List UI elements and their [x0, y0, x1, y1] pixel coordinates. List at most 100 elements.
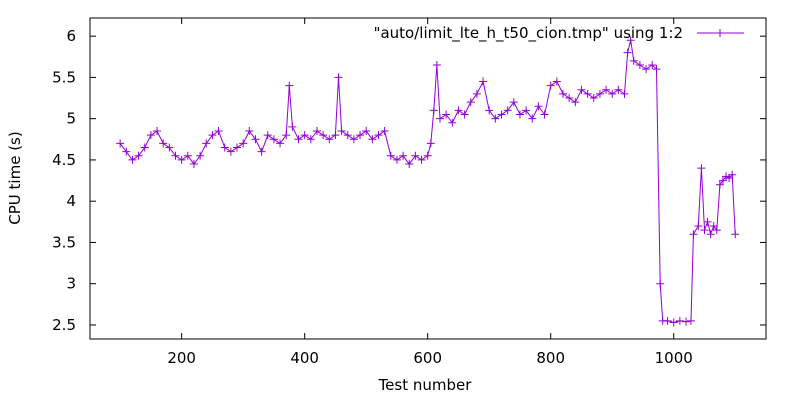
data-point	[466, 98, 475, 107]
data-point	[343, 131, 352, 140]
data-point	[503, 106, 512, 115]
data-point	[700, 226, 709, 235]
data-point	[589, 94, 598, 103]
y-axis: 2.5 3 3.5 4 4.5 5 5.5 6	[52, 27, 766, 334]
data-point	[146, 131, 155, 140]
data-point	[159, 139, 168, 148]
y-tick-label: 6	[66, 27, 76, 45]
data-point	[214, 127, 223, 136]
data-point	[122, 147, 131, 156]
series-line	[119, 40, 736, 324]
data-point	[202, 139, 211, 148]
data-point	[608, 89, 617, 98]
y-tick-label: 2.5	[52, 316, 76, 334]
data-point	[208, 131, 217, 140]
data-point	[472, 89, 481, 98]
data-point	[300, 131, 309, 140]
y-tick-label: 3	[66, 275, 76, 293]
data-point	[294, 135, 303, 144]
data-point	[709, 221, 718, 230]
data-point	[565, 94, 574, 103]
data-point	[435, 114, 444, 123]
x-tick-label: 800	[536, 349, 565, 367]
legend-marker	[716, 29, 724, 37]
data-point	[595, 89, 604, 98]
data-point	[177, 155, 186, 164]
data-point	[577, 85, 586, 94]
data-point	[171, 151, 180, 160]
data-point	[288, 122, 297, 131]
data-point	[334, 73, 343, 82]
data-point	[233, 143, 242, 152]
data-point	[697, 164, 706, 173]
data-point	[663, 316, 672, 325]
data-point	[285, 81, 294, 90]
data-point	[325, 135, 334, 144]
data-point	[392, 155, 401, 164]
x-tick-label: 200	[167, 349, 196, 367]
data-point	[706, 230, 715, 239]
data-point	[417, 155, 426, 164]
data-point	[432, 61, 441, 70]
data-point	[522, 106, 531, 115]
data-point	[669, 318, 678, 327]
data-point	[712, 226, 721, 235]
data-point	[454, 106, 463, 115]
data-point	[165, 143, 174, 152]
data-point	[694, 221, 703, 230]
data-point	[426, 139, 435, 148]
y-tick-label: 5.5	[52, 68, 76, 86]
data-point	[140, 143, 149, 152]
data-point	[312, 127, 321, 136]
data-point	[362, 127, 371, 136]
data-point	[675, 316, 684, 325]
data-point	[623, 48, 632, 57]
data-point	[460, 110, 469, 119]
data-point	[652, 65, 661, 74]
data-point	[356, 131, 365, 140]
data-point	[429, 106, 438, 115]
data-point	[718, 176, 727, 185]
data-point	[306, 135, 315, 144]
data-point	[534, 102, 543, 111]
data-point	[540, 110, 549, 119]
data-point	[583, 89, 592, 98]
data-point	[728, 170, 737, 179]
data-point	[602, 85, 611, 94]
legend: "auto/limit_lte_h_t50_cion.tmp" using 1:…	[374, 24, 744, 43]
data-point	[405, 160, 414, 169]
y-tick-label: 4	[66, 192, 76, 210]
data-point	[263, 131, 272, 140]
data-point	[319, 131, 328, 140]
data-point	[116, 139, 125, 148]
data-point	[546, 81, 555, 90]
data-point	[620, 89, 629, 98]
data-point	[257, 147, 266, 156]
data-point	[509, 98, 518, 107]
data-point	[689, 230, 698, 239]
x-tick-label: 1000	[655, 349, 693, 367]
series-layer	[116, 36, 740, 327]
data-point	[682, 317, 691, 326]
data-point	[448, 118, 457, 127]
data-point	[479, 77, 488, 86]
data-point	[715, 180, 724, 189]
data-point	[368, 135, 377, 144]
x-tick-label: 400	[290, 349, 319, 367]
x-axis-title: Test number	[378, 376, 473, 394]
data-point	[153, 127, 162, 136]
data-point	[349, 135, 358, 144]
data-point	[515, 110, 524, 119]
legend-point	[716, 29, 724, 37]
data-point	[337, 127, 346, 136]
data-point	[423, 151, 432, 160]
data-point	[528, 114, 537, 123]
data-point	[128, 155, 137, 164]
data-point	[485, 106, 494, 115]
data-point	[399, 151, 408, 160]
data-point	[642, 65, 651, 74]
data-point	[656, 279, 665, 288]
data-point	[411, 151, 420, 160]
y-tick-label: 3.5	[52, 233, 76, 251]
